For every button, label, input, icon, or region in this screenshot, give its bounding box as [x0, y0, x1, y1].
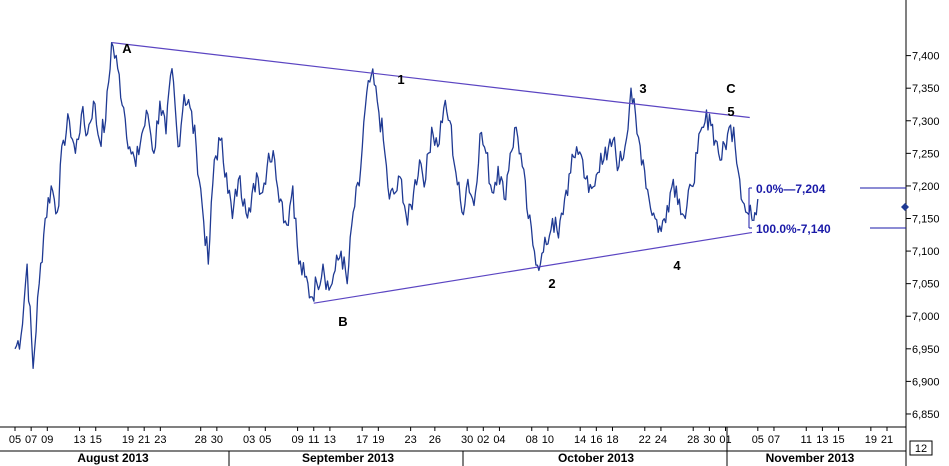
x-tick-label: 11 [801, 434, 812, 446]
last-price-marker [901, 203, 909, 211]
x-tick-label: 09 [41, 434, 53, 446]
wave-label-4: 4 [673, 258, 681, 273]
wave-label-b: B [338, 314, 347, 329]
y-tick-labels: 7,400 7,350 7,300 7,250 7,200 7,150 7,100 7,050… [906, 51, 940, 421]
y-tick-label: 7,150 [912, 214, 940, 226]
fib-label-0: 0.0%—7,204 [756, 182, 826, 196]
x-tick-label: 19 [122, 434, 134, 446]
x-tick-label: 23 [405, 434, 417, 446]
x-tick-label: 05 [9, 434, 21, 446]
lower-trendline [313, 230, 758, 304]
x-tick-label: 16 [590, 434, 602, 446]
x-tick-label: 26 [429, 434, 441, 446]
x-tick-label: 13 [816, 434, 828, 446]
x-tick-label: 30 [461, 434, 473, 446]
y-tick-label: 7,400 [912, 51, 940, 63]
y-tick-label: 7,300 [912, 116, 940, 128]
month-label-october: October 2013 [558, 451, 634, 465]
wave-label-2: 2 [548, 276, 555, 291]
wave-label-a: A [122, 41, 132, 56]
x-tick-label: 21 [881, 434, 893, 446]
x-tick-label: 19 [865, 434, 877, 446]
wave-label-1: 1 [397, 72, 404, 87]
x-tick-label: 30 [703, 434, 715, 446]
x-tick-label: 15 [832, 434, 844, 446]
x-tick-label: 11 [308, 434, 319, 446]
zoom-box[interactable] [909, 440, 933, 456]
x-tick-label: 30 [211, 434, 223, 446]
y-tick-label: 7,050 [912, 279, 940, 291]
x-tick-label: 10 [542, 434, 554, 446]
x-tick-label: 03 [243, 434, 255, 446]
y-tick-label: 7,200 [912, 181, 940, 193]
x-tick-label: 09 [291, 434, 303, 446]
x-tick-label: 21 [138, 434, 150, 446]
x-tick-label: 22 [639, 434, 651, 446]
upper-trendline [111, 41, 750, 119]
y-tick-label: 6,950 [912, 344, 940, 356]
x-tick-label: 28 [687, 434, 699, 446]
x-tick-label: 17 [356, 434, 368, 446]
y-tick-label: 7,000 [912, 311, 940, 323]
y-tick-label: 6,850 [912, 409, 940, 421]
x-tick-label: 13 [324, 434, 336, 446]
x-tick-label: 14 [574, 434, 586, 446]
fib-marker-0: 0.0%—7,204 100.0%-7,140 [748, 181, 906, 236]
month-label-november: November 2013 [766, 451, 855, 465]
fib-label-100: 100.0%-7,140 [756, 222, 831, 236]
y-tick-label: 7,250 [912, 148, 940, 160]
x-tick-label: 28 [195, 434, 207, 446]
x-tick-label: 24 [655, 434, 667, 446]
x-tick-label: 08 [526, 434, 538, 446]
x-tick-label: 07 [768, 434, 780, 446]
x-tick-label: 13 [73, 434, 85, 446]
zoom-label[interactable]: 12 [915, 443, 927, 455]
wave-label-3: 3 [639, 81, 646, 96]
x-tick-label: 02 [477, 434, 489, 446]
wave-label-c: C [726, 81, 736, 96]
x-tick-label: 23 [154, 434, 166, 446]
x-tick-label: 05 [259, 434, 271, 446]
price-series-line [14, 41, 759, 370]
y-tick-label: 7,350 [912, 83, 940, 95]
month-label-september: September 2013 [302, 451, 394, 465]
fib-label-bg [752, 181, 860, 196]
x-tick-label: 05 [752, 434, 764, 446]
month-label-august: August 2013 [77, 451, 149, 465]
x-tick-label: 15 [90, 434, 102, 446]
x-tick-labels: 05 07 09 13 15 19 21 23 28 30 03 05 09 11 13 17 19 23 26 30… [9, 427, 893, 446]
x-tick-label: 04 [493, 434, 505, 446]
fib-label-bg [752, 221, 870, 236]
x-tick-label: 07 [25, 434, 37, 446]
y-tick-label: 6,900 [912, 376, 940, 388]
x-tick-label: 19 [372, 434, 384, 446]
y-tick-label: 7,100 [912, 246, 940, 258]
x-tick-label: 01 [719, 434, 731, 446]
wave-label-5: 5 [727, 104, 734, 119]
x-tick-label: 18 [606, 434, 618, 446]
